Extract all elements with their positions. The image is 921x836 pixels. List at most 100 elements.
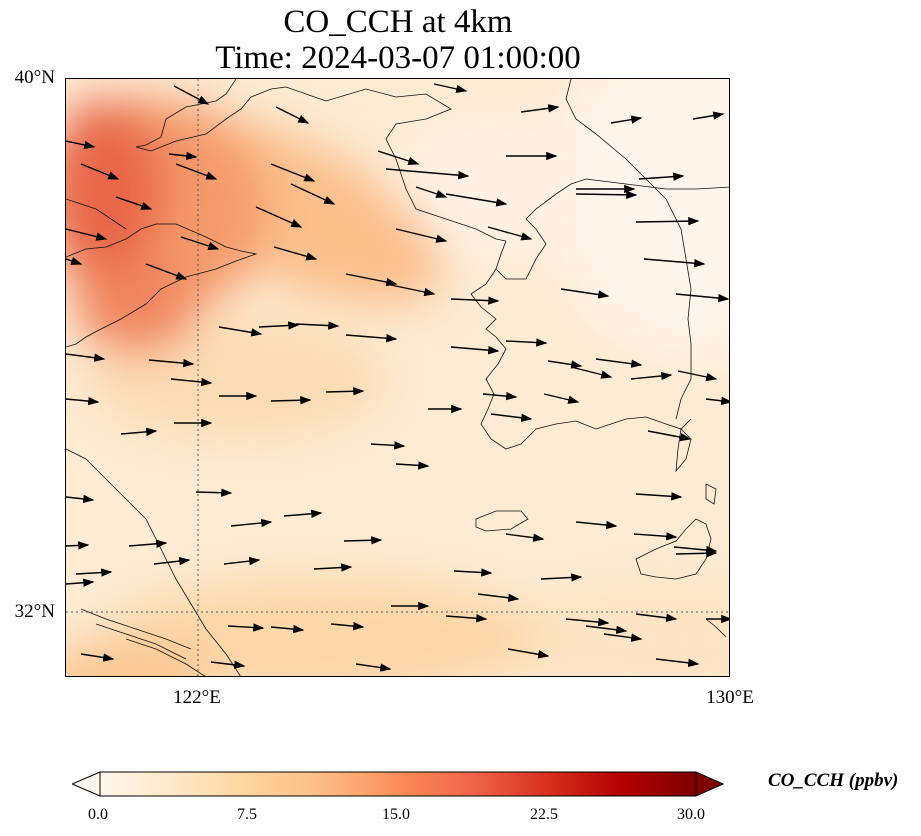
coast-yangtze-2 [95, 623, 187, 660]
wind-vector [570, 366, 613, 379]
coast-yangtze-1 [80, 608, 192, 650]
wind-vector [195, 488, 233, 497]
wind-vector [313, 563, 353, 572]
wind-vector [507, 648, 550, 659]
wind-vector [520, 104, 560, 113]
wind-vector [66, 353, 106, 362]
wind-vector [575, 190, 638, 200]
wind-vector [560, 288, 610, 299]
wind-vector [153, 556, 191, 566]
wind-vector [540, 573, 583, 582]
coast-korea-west [470, 268, 692, 450]
wind-vector [450, 345, 500, 355]
wind-vector [633, 532, 678, 541]
wind-vector [223, 556, 261, 566]
wind-vector [655, 658, 700, 668]
wind-vector [675, 293, 729, 303]
wind-vector [692, 111, 725, 120]
wind-vector [325, 387, 365, 396]
wind-vector [345, 334, 398, 343]
coast-japan-1 [705, 483, 717, 505]
wind-vector [66, 494, 95, 504]
wind-vector [273, 246, 318, 261]
wind-vector [180, 236, 220, 250]
wind-vector [415, 186, 448, 198]
wind-vector [630, 371, 673, 381]
wind-vector [330, 621, 365, 631]
concentration-field [66, 79, 729, 676]
wind-vector [482, 391, 518, 401]
wind-vector [148, 358, 195, 368]
wind-vector [575, 520, 618, 530]
wind-vector [343, 536, 383, 545]
wind-vector [173, 85, 210, 105]
colorbar-tick-2: 15.0 [382, 806, 410, 823]
wind-vector [487, 226, 533, 241]
wind-vector [370, 441, 406, 450]
wind-vector [66, 396, 100, 406]
wind-vector [635, 613, 678, 622]
lon-tick-130: 130°E [706, 687, 754, 708]
wind-vector [647, 430, 692, 442]
wind-vector [275, 106, 310, 124]
wind-vector [547, 360, 583, 369]
colorbar-tick-3: 22.5 [530, 806, 558, 823]
wind-vector [603, 633, 643, 642]
wind-vector [258, 321, 300, 330]
coast-north-island [125, 638, 206, 676]
wind-vector [175, 163, 218, 180]
wind-vector [395, 228, 448, 243]
wind-vector [115, 196, 153, 210]
wind-vector [270, 396, 312, 405]
wind-vector [66, 541, 90, 550]
wind-vector [290, 183, 336, 205]
wind-vector [230, 518, 273, 528]
wind-vector [453, 568, 493, 577]
coast-japan-south [705, 618, 727, 638]
wind-vector [270, 624, 305, 634]
colorbar-extend-min [72, 771, 101, 797]
wind-vector [445, 614, 488, 623]
map-panel [65, 78, 730, 677]
colorbar-extend-max [695, 771, 724, 797]
coast-jiangsu [66, 448, 241, 676]
wind-vector [675, 549, 718, 558]
colorbar-gradient [99, 771, 697, 797]
wind-vector [565, 617, 610, 627]
wind-vector [638, 172, 685, 181]
wind-vector [543, 393, 580, 404]
wind-vector [255, 206, 303, 228]
coast-kyushu [635, 518, 712, 580]
wind-vector [66, 228, 108, 241]
wind-vector [395, 461, 430, 470]
coast-north-korea [495, 178, 729, 280]
colorbar [72, 771, 724, 797]
wind-vector [345, 273, 398, 287]
wind-vector [210, 660, 246, 669]
coastlines [66, 79, 729, 676]
wind-vector [145, 263, 188, 280]
field-high-2 [76, 264, 196, 354]
field-low-korea [546, 79, 729, 359]
gridlines [66, 79, 729, 676]
map-title-line1: CO_CCH at 4km [283, 4, 513, 40]
wind-vector [80, 163, 120, 180]
wind-vector [505, 338, 548, 347]
wind-vector [120, 427, 158, 437]
wind-vector [377, 150, 420, 165]
wind-vector [477, 593, 520, 602]
wind-vector [385, 283, 436, 297]
lat-tick-40: 40°N [14, 67, 55, 88]
wind-vector [270, 163, 316, 182]
wind-vector [66, 140, 96, 150]
field-southwest [106, 579, 546, 676]
wind-vector [66, 578, 95, 587]
wind-vector [610, 115, 643, 124]
wind-vector [705, 396, 729, 406]
wind-vector [75, 568, 113, 577]
coast-liaodong [135, 79, 507, 242]
wind-vector [643, 258, 706, 268]
wind-vector [168, 151, 198, 161]
wind-vectors [66, 83, 729, 672]
wind-vector [355, 663, 392, 672]
